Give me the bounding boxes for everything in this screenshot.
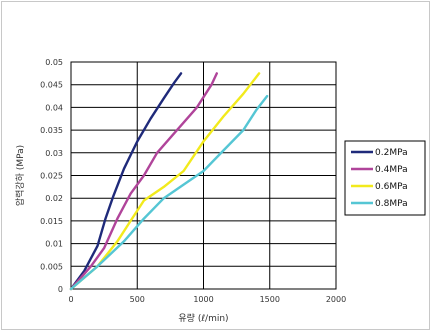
y-tick-label: 0 [58,285,63,294]
series-line-0.2MPa [69,72,183,291]
x-tick-label: 1500 [260,295,280,304]
y-tick-label: 0.035 [40,126,63,135]
legend: 0.2MPa 0.4MPa 0.6MPa 0.8MPa [344,140,426,216]
legend-label: 0.8MPa [375,199,408,209]
y-axis-label: 압력강하 (MPa) [14,145,26,206]
y-tick-labels: 0 0.005 0.01 0.015 0.02 0.025 0.03 0.035 0.04 0.0… [40,58,63,294]
x-axis-label: 유량 (ℓ/min) [178,312,228,324]
x-tick-label: 1000 [193,295,213,304]
y-tick-label: 0.01 [45,240,63,249]
x-tick-label: 0 [68,295,73,304]
y-tick-label: 0.05 [45,58,63,67]
x-tick-label: 2000 [326,295,346,304]
y-tick-label: 0.015 [40,217,63,226]
y-tick-label: 0.03 [45,149,63,158]
legend-label: 0.4MPa [375,165,408,175]
x-tick-label: 500 [130,295,145,304]
series-line-0.4MPa [69,72,219,291]
plot-border [70,61,337,290]
series-line-0.6MPa [69,72,261,291]
series-line-0.8MPa [69,94,269,291]
series-lines [69,72,269,291]
legend-label: 0.6MPa [375,182,408,192]
y-tick-label: 0.045 [40,81,63,90]
x-tick-labels: 0 500 1000 1500 2000 [68,295,346,304]
y-tick-label: 0.025 [40,172,63,181]
y-tick-label: 0.02 [45,194,63,203]
legend-label: 0.2MPa [375,148,408,158]
y-tick-label: 0.04 [45,103,63,112]
y-tick-label: 0.005 [40,262,63,271]
